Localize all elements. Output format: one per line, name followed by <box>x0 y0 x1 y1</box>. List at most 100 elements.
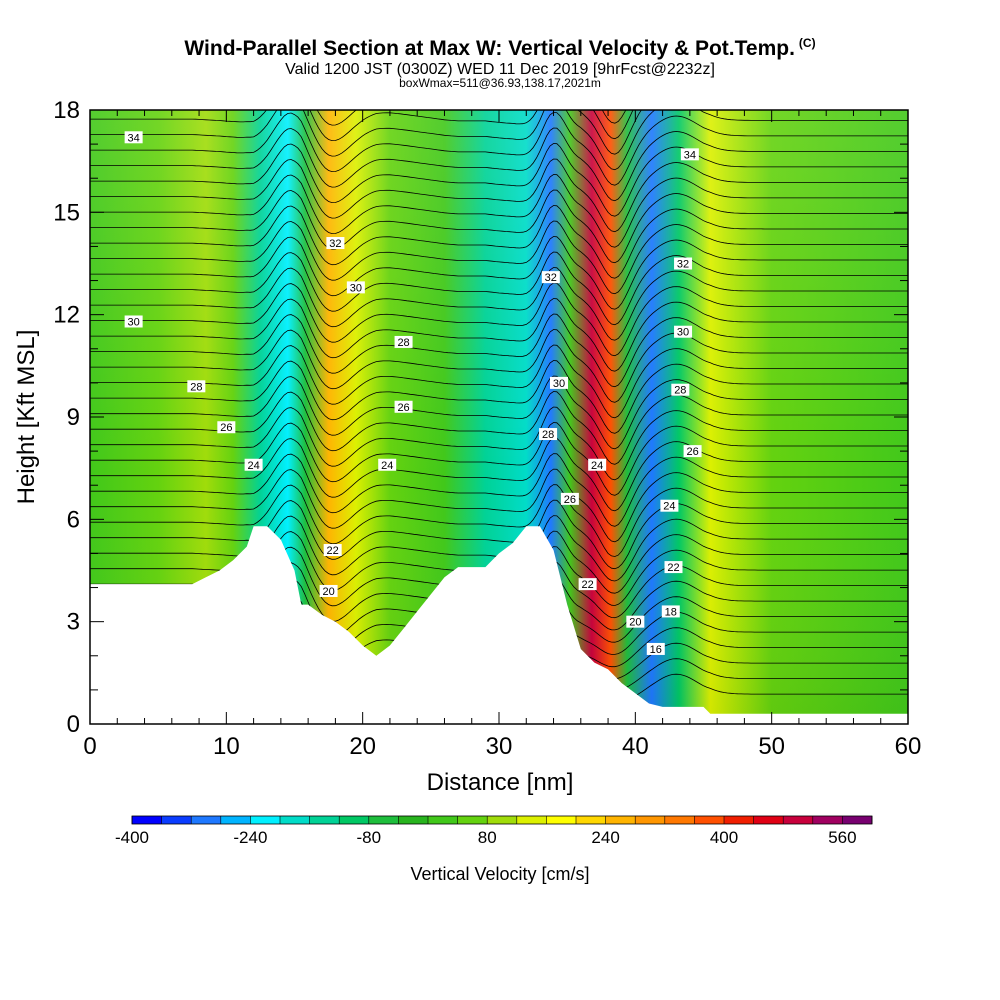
colorbar-tick-label: -240 <box>233 828 267 847</box>
contour-label: 22 <box>667 562 679 574</box>
theta-contour-line <box>90 329 908 403</box>
y-axis-title: Height [Kft MSL] <box>13 330 40 505</box>
contour-label-box <box>124 315 143 328</box>
theta-contour-line <box>90 298 908 372</box>
contour-label-box <box>124 131 143 144</box>
colorbar-tick-label: -400 <box>115 828 149 847</box>
colorbar-tick-label: -80 <box>357 828 382 847</box>
x-tick-label: 60 <box>895 733 922 760</box>
contour-label: 26 <box>564 494 576 506</box>
contour-label-box <box>661 605 680 618</box>
y-tick-label: 9 <box>67 404 80 431</box>
x-tick-label: 50 <box>758 733 785 760</box>
colorbar-tick-label: 560 <box>828 828 856 847</box>
contour-label: 28 <box>542 429 554 441</box>
colorbar-tick-label: 80 <box>478 828 497 847</box>
contour-label: 22 <box>581 579 593 591</box>
colorbar-swatch <box>605 816 636 824</box>
y-tick-label: 18 <box>53 97 80 124</box>
chart-subtitle-2: boxWmax=511@36.93,138.17,2021m <box>399 76 601 90</box>
contour-label-box <box>646 642 665 655</box>
contour-label: 20 <box>322 586 334 598</box>
contour-label-box <box>319 584 338 597</box>
theta-contour-line <box>90 111 908 186</box>
contour-label-box <box>664 561 683 574</box>
y-tick-label: 0 <box>67 711 80 738</box>
colorbar-swatch <box>812 816 843 824</box>
contour-label: 26 <box>686 446 698 458</box>
theta-contour-line <box>90 499 908 570</box>
colorbar-swatch <box>487 816 518 824</box>
theta-contour-line <box>90 205 908 279</box>
contour-label-box <box>378 458 397 471</box>
colorbar-swatch <box>280 816 310 824</box>
colorbar-swatch <box>694 816 725 824</box>
contour-label: 20 <box>629 617 641 629</box>
colorbar-swatch <box>132 816 162 824</box>
contour-label-box <box>326 237 345 250</box>
contour-label-box <box>683 445 702 458</box>
x-tick-label: 20 <box>349 733 376 760</box>
theta-contour-line <box>90 143 908 217</box>
contour-label-box <box>549 376 568 389</box>
theta-contour-line <box>90 282 908 357</box>
contour-label: 24 <box>381 460 393 472</box>
contour-label-box <box>539 428 558 441</box>
contour-label-box <box>660 499 679 512</box>
contour-label: 30 <box>350 282 362 294</box>
theta-contour-line <box>90 453 908 527</box>
theta-contour-line <box>90 251 908 326</box>
theta-contour-line <box>90 267 908 341</box>
theta-contour-line <box>90 313 908 388</box>
contour-label-box <box>394 400 413 413</box>
x-tick-label: 0 <box>83 733 96 760</box>
theta-contour-line <box>90 158 908 233</box>
colorbar: -400 -240 -80 80 240 400 560 <box>115 815 873 847</box>
contour-label-box <box>323 544 342 557</box>
contour-label: 26 <box>397 402 409 414</box>
chart-subtitle: Valid 1200 JST (0300Z) WED 11 Dec 2019 [… <box>285 61 715 78</box>
contour-label: 26 <box>220 422 232 434</box>
contour-label: 28 <box>190 381 202 393</box>
theta-contour-line <box>90 375 908 450</box>
contour-label: 32 <box>329 238 341 250</box>
x-axis-title: Distance [nm] <box>427 769 574 796</box>
plot-area <box>90 110 908 724</box>
colorbar-swatch <box>368 816 399 824</box>
colorbar-swatch <box>457 816 488 824</box>
colorbar-swatch <box>842 816 873 824</box>
colorbar-swatch <box>250 816 281 824</box>
contour-label-box <box>578 578 597 591</box>
axes: 0 10 20 30 40 50 60 0 3 6 9 12 15 18 <box>53 97 921 760</box>
y-tick-label: 3 <box>67 609 80 636</box>
colorbar-swatch <box>516 816 547 824</box>
contour-label: 30 <box>677 327 689 339</box>
theta-contour-line <box>90 220 908 295</box>
contour-label: 18 <box>665 606 677 618</box>
colorbar-swatch <box>161 816 192 824</box>
contour-label-box <box>560 492 579 505</box>
colorbar-swatch <box>664 816 695 824</box>
colorbar-swatch <box>309 816 340 824</box>
theta-contour-line <box>90 437 908 512</box>
x-tick-label: 40 <box>622 733 649 760</box>
contour-label-box <box>244 458 263 471</box>
contour-label-box <box>346 281 365 294</box>
contour-label: 30 <box>553 378 565 390</box>
contour-label: 24 <box>663 501 675 513</box>
contour-label: 34 <box>684 149 696 161</box>
theta-contour-line <box>90 344 908 419</box>
theta-contour-line <box>90 174 908 248</box>
contour-label-box <box>394 335 413 348</box>
x-tick-label: 30 <box>486 733 513 760</box>
theta-contour-line <box>90 484 908 557</box>
theta-contour-labels: 34 34 32 32 32 30 30 30 30 28 28 28 28 26 26 26 26 24 24 24… <box>124 131 702 656</box>
colorbar-swatch <box>398 816 429 824</box>
contour-label-box <box>671 383 690 396</box>
chart-title: Wind-Parallel Section at Max W: Vertical… <box>184 36 816 60</box>
y-tick-label: 12 <box>53 302 80 329</box>
colorbar-swatch <box>576 816 606 824</box>
colorbar-swatch <box>783 816 814 824</box>
contour-label: 24 <box>247 460 259 472</box>
